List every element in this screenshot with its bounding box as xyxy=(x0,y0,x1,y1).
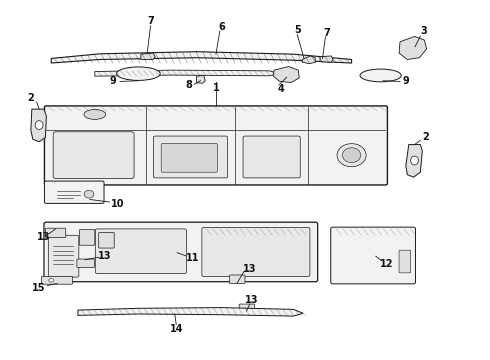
FancyBboxPatch shape xyxy=(79,230,95,245)
Ellipse shape xyxy=(84,190,94,198)
Ellipse shape xyxy=(35,121,43,130)
Text: 11: 11 xyxy=(186,253,199,263)
Polygon shape xyxy=(273,67,299,82)
Text: 3: 3 xyxy=(421,26,428,36)
Text: 1: 1 xyxy=(213,83,220,93)
Ellipse shape xyxy=(411,156,418,165)
FancyBboxPatch shape xyxy=(49,235,79,277)
FancyBboxPatch shape xyxy=(239,304,255,312)
Polygon shape xyxy=(51,52,352,63)
Polygon shape xyxy=(302,56,315,64)
Text: 4: 4 xyxy=(277,84,284,94)
FancyBboxPatch shape xyxy=(42,276,73,284)
Text: 13: 13 xyxy=(37,233,50,242)
Polygon shape xyxy=(95,70,279,76)
FancyBboxPatch shape xyxy=(96,229,186,274)
Ellipse shape xyxy=(343,148,361,163)
FancyBboxPatch shape xyxy=(161,144,218,172)
Text: 15: 15 xyxy=(32,283,46,293)
Ellipse shape xyxy=(360,69,401,82)
Text: 5: 5 xyxy=(294,26,301,35)
Text: 14: 14 xyxy=(171,324,184,334)
Text: 13: 13 xyxy=(98,251,111,261)
Text: 2: 2 xyxy=(422,132,429,143)
FancyBboxPatch shape xyxy=(77,259,95,267)
Text: 10: 10 xyxy=(111,199,125,209)
Ellipse shape xyxy=(49,279,53,282)
Ellipse shape xyxy=(337,144,366,167)
Polygon shape xyxy=(196,76,205,83)
Text: 2: 2 xyxy=(27,93,34,103)
Text: 7: 7 xyxy=(147,15,154,26)
Polygon shape xyxy=(399,36,427,59)
FancyBboxPatch shape xyxy=(45,106,388,185)
FancyBboxPatch shape xyxy=(53,132,134,179)
FancyBboxPatch shape xyxy=(229,275,245,283)
Text: 9: 9 xyxy=(110,76,117,86)
Polygon shape xyxy=(31,109,47,142)
Ellipse shape xyxy=(84,109,106,120)
Text: 12: 12 xyxy=(380,259,393,269)
FancyBboxPatch shape xyxy=(399,250,411,273)
FancyBboxPatch shape xyxy=(45,181,104,203)
Text: 6: 6 xyxy=(219,22,225,32)
Polygon shape xyxy=(78,307,303,316)
Text: 8: 8 xyxy=(185,80,192,90)
Text: 7: 7 xyxy=(323,28,330,37)
FancyBboxPatch shape xyxy=(202,228,310,276)
Text: 13: 13 xyxy=(245,295,259,305)
Text: 9: 9 xyxy=(402,76,409,86)
Text: 13: 13 xyxy=(243,264,257,274)
FancyBboxPatch shape xyxy=(46,228,66,238)
FancyBboxPatch shape xyxy=(243,136,300,178)
Polygon shape xyxy=(320,56,333,62)
Polygon shape xyxy=(406,145,422,177)
FancyBboxPatch shape xyxy=(98,233,114,248)
FancyBboxPatch shape xyxy=(44,222,318,282)
Ellipse shape xyxy=(117,67,160,80)
FancyBboxPatch shape xyxy=(153,136,227,178)
FancyBboxPatch shape xyxy=(331,227,416,284)
Polygon shape xyxy=(141,53,155,59)
